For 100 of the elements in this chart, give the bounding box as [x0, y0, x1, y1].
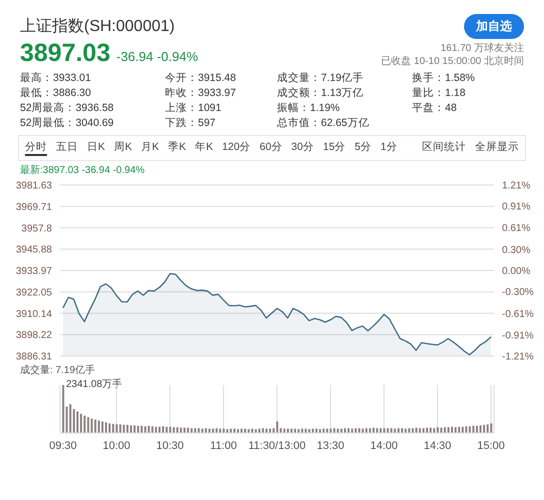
bar	[248, 429, 250, 433]
x-tick-label: 10:30	[156, 440, 184, 452]
bar	[112, 424, 114, 433]
x-tick-label: 11:30/13:00	[248, 440, 306, 452]
text: 最高：3933.01	[20, 71, 92, 86]
text: 52周最低：3040.69	[20, 116, 115, 131]
x-tick-label: 09:30	[49, 440, 77, 452]
y2-tick-label: 1.21%	[502, 180, 530, 192]
bar	[333, 428, 336, 433]
bar	[116, 424, 118, 433]
bar	[412, 428, 414, 433]
x-tick-label: 13:30	[316, 440, 344, 452]
text: 今开：3915.48	[165, 71, 237, 86]
y2-tick-label: -0.61%	[502, 309, 534, 320]
bar	[130, 425, 132, 433]
bar	[80, 414, 82, 433]
bar	[315, 428, 318, 433]
bar	[422, 428, 424, 433]
y2-tick-label: -1.21%	[502, 352, 534, 363]
bar	[380, 428, 382, 433]
bar	[358, 428, 360, 433]
bar	[365, 428, 368, 433]
y2-tick-label: 0.91%	[502, 202, 530, 213]
bar	[298, 429, 300, 433]
y-tick-label: 3945.88	[16, 244, 52, 256]
bar	[480, 425, 482, 433]
text: 120分	[222, 140, 251, 155]
text: 30分	[291, 140, 314, 155]
bar	[266, 428, 268, 433]
bar	[254, 429, 257, 433]
bar	[319, 429, 322, 433]
bar	[137, 426, 140, 433]
bar	[490, 423, 492, 433]
bar	[476, 426, 478, 433]
bar	[322, 428, 325, 433]
bar	[418, 428, 421, 433]
bar	[404, 428, 407, 433]
text: 量比：1.18	[412, 86, 466, 101]
bar	[176, 427, 178, 433]
bar	[108, 423, 111, 433]
bar	[94, 420, 96, 433]
text: 最新:3897.03 -36.94 -0.94%	[19, 164, 146, 177]
bar	[84, 416, 86, 433]
y-tick-label: 3981.63	[16, 180, 52, 192]
bar	[408, 428, 410, 433]
bar	[348, 428, 350, 433]
text: 分时	[25, 140, 47, 156]
bar	[397, 428, 400, 433]
bar	[105, 422, 108, 433]
bar	[436, 427, 439, 433]
text: 成交额：1.13万亿	[277, 86, 364, 101]
bar	[430, 428, 432, 433]
chart-title: 上证指数(SH:000001)	[20, 16, 175, 37]
bar	[326, 428, 328, 433]
text: 平盘：48	[412, 101, 458, 116]
text: 昨收：3933.97	[165, 86, 237, 101]
bar	[226, 429, 228, 433]
bar	[76, 411, 78, 433]
add-button: 加自选	[464, 14, 524, 39]
bar	[251, 428, 254, 433]
bar	[376, 428, 378, 433]
bar	[90, 418, 93, 433]
y-tick-label: 3922.05	[16, 287, 52, 298]
bar	[204, 428, 207, 433]
bar	[336, 428, 339, 433]
bar	[198, 428, 200, 433]
bar	[230, 428, 232, 433]
text: 年K	[195, 140, 214, 155]
text: 月K	[141, 140, 160, 155]
text: 5分	[354, 140, 372, 155]
text: 全屏显示	[475, 140, 519, 155]
text: 已收盘 10-10 15:00:00 北京时间	[381, 55, 524, 68]
y2-tick-label: -0.91%	[502, 330, 534, 342]
bar	[383, 428, 386, 433]
y-tick-label: 3957.8	[21, 223, 52, 234]
y2-tick-label: 0.00%	[502, 266, 530, 278]
bar	[301, 428, 304, 433]
bar	[119, 424, 122, 433]
bar	[258, 428, 260, 433]
bar	[140, 426, 143, 433]
bar	[394, 428, 396, 433]
bar	[344, 428, 346, 433]
bar	[183, 428, 186, 433]
text: 下跌：597	[165, 116, 217, 131]
y2-tick-label: 0.61%	[502, 222, 530, 234]
text: 总市值：62.65万亿	[277, 116, 370, 131]
x-tick-label: 11:00	[210, 440, 237, 452]
x-tick-label: 14:00	[370, 440, 398, 452]
bar	[240, 428, 243, 433]
y2-tick-label: -0.30%	[502, 287, 534, 298]
text: 成交量: 7.19亿手	[19, 364, 96, 377]
bar	[308, 429, 310, 433]
bar	[294, 428, 296, 433]
bar	[69, 404, 72, 433]
bar	[472, 426, 474, 433]
bar	[340, 428, 342, 433]
bar	[187, 428, 190, 433]
bar	[386, 428, 389, 433]
bar	[280, 428, 282, 433]
bar	[372, 428, 375, 433]
